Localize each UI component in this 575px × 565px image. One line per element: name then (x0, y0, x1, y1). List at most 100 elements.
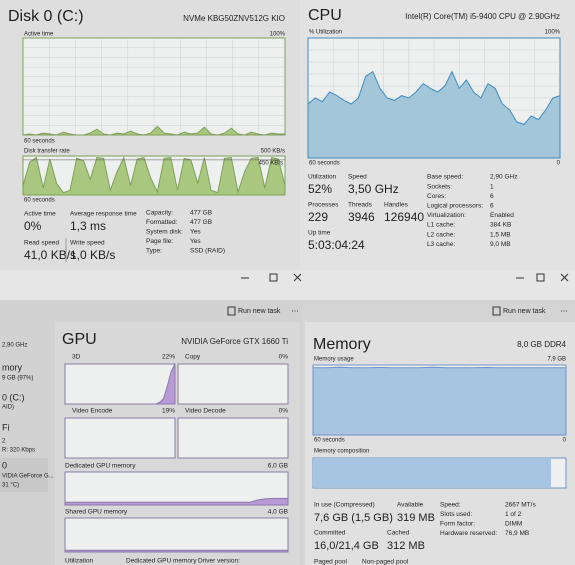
label: 450 KB/s (259, 161, 283, 167)
stat-value: 0% (24, 219, 42, 233)
engine-name[interactable]: 3D (72, 354, 81, 361)
sidebar-item[interactable]: 2,90 GHz (2, 343, 27, 349)
title-bar (0, 270, 575, 300)
engine-value: 19% (162, 408, 175, 415)
history-area (22, 156, 286, 196)
prop-label: Capacity: (146, 210, 173, 217)
run-icon (492, 306, 501, 316)
sidebar-item[interactable]: Fi (2, 422, 10, 432)
sidebar-item[interactable]: mory (2, 362, 22, 372)
stat-value: 229 (308, 210, 328, 224)
run-new-task[interactable]: Run new task (503, 308, 546, 315)
label: % Utilization (309, 30, 342, 36)
run-new-task[interactable]: Run new task (238, 308, 281, 315)
sidebar-item[interactable]: 0 (C:) (2, 392, 25, 402)
history-area (307, 70, 561, 159)
stat-label: Available (397, 502, 424, 509)
footer-label: Utilization (65, 558, 94, 565)
prop-label: Cores: (427, 193, 446, 200)
more[interactable]: ... (291, 303, 299, 313)
stat-label: Handles (384, 202, 409, 209)
label: 60 seconds (314, 438, 345, 444)
disk-model: NVMe KBG50ZNV512G KIO (183, 14, 285, 23)
stat-value: 1,3 ms (70, 219, 106, 233)
label: Active time (24, 32, 54, 38)
cpu-title: CPU (308, 7, 342, 24)
close[interactable] (293, 273, 302, 282)
engine-value: 0% (279, 354, 289, 361)
label: 0 (557, 161, 561, 167)
sidebar-item[interactable]: 31 °C) (2, 483, 19, 489)
label: 100% (545, 30, 561, 36)
prop-value: 76,9 MB (505, 530, 529, 537)
stat-label: Paged pool (314, 559, 347, 565)
graph-box (177, 417, 289, 459)
prop-value: 384 KB (490, 222, 511, 229)
prop-label: Formatted: (146, 219, 178, 226)
prop-value: 1,5 MB (490, 231, 511, 238)
prop-label: System disk: (146, 229, 183, 236)
prop-label: Logical processors: (427, 203, 483, 210)
stat-label: Utilization (308, 174, 337, 181)
graph-box (64, 417, 176, 459)
prop-value: 2667 MT/s (505, 502, 536, 509)
label: 500 KB/s (261, 149, 285, 155)
stat-label: Read speed (24, 240, 59, 247)
history-area (312, 366, 567, 436)
more[interactable]: ... (560, 303, 568, 313)
maximize[interactable] (269, 273, 278, 282)
prop-value: DIMM (505, 521, 522, 528)
maximize[interactable] (536, 273, 545, 282)
prop-label: Hardware reserved: (440, 530, 497, 537)
sidebar-item[interactable]: 0 (2, 460, 7, 470)
stat-label: Speed (348, 174, 367, 181)
sidebar-item[interactable]: AID) (2, 405, 14, 411)
engine-name[interactable]: Copy (185, 354, 201, 361)
stat-value: 41,0 KB/s (24, 248, 76, 262)
prop-value: 477 GB (190, 219, 212, 226)
label: 7,9 GB (547, 357, 566, 363)
stat-value: 3,50 GHz (348, 182, 399, 196)
sidebar-item[interactable]: VIDIA GeForce G... (2, 474, 54, 480)
prop-label: Type: (146, 248, 162, 255)
memory-title: Memory (313, 336, 371, 353)
label: 100% (270, 32, 286, 38)
stat-label: Non-paged pool (362, 559, 409, 565)
label: 0 (563, 438, 567, 444)
sidebar-item[interactable]: 9 GB (97%) (2, 376, 33, 382)
footer-label: Driver version: (198, 558, 240, 565)
prop-label: Page file: (146, 238, 173, 245)
close[interactable] (560, 273, 569, 282)
history-area (22, 125, 286, 136)
cpu-model: Intel(R) Core(TM) i5-9400 CPU @ 2.90GHz (405, 12, 560, 21)
label: 60 seconds (309, 161, 340, 167)
graph-box (177, 363, 289, 405)
sidebar-item[interactable]: 2 (2, 439, 6, 445)
stat-label: Threads (348, 202, 373, 209)
label: Memory composition (314, 449, 369, 455)
engine-name[interactable]: Video Encode (72, 408, 113, 415)
label: 60 seconds (24, 198, 55, 204)
prop-value: Yes (190, 238, 201, 245)
selected-item[interactable] (0, 458, 48, 492)
prop-label: Form factor: (440, 521, 475, 528)
stat-value: 5:03:04:24 (308, 238, 365, 252)
label: Dedicated GPU memory (65, 463, 136, 470)
prop-label: L3 cache: (427, 241, 455, 248)
prop-value: 9,0 MB (490, 241, 511, 248)
engine-name[interactable]: Video Decode (185, 408, 226, 415)
stat-label: Cached (387, 530, 410, 537)
prop-value: Yes (190, 229, 201, 236)
label: Disk transfer rate (24, 149, 70, 155)
sidebar-item[interactable]: R: 320 Kbps (2, 448, 35, 454)
stat-label: Active time (24, 211, 56, 218)
stat-value: 1,0 KB/s (70, 248, 115, 262)
label: 6,0 GB (268, 463, 288, 470)
memory-model: 8,0 GB DDR4 (517, 340, 566, 349)
prop-value: 2,90 GHz (490, 174, 517, 181)
label: Shared GPU memory (65, 509, 128, 516)
prop-value: SSD (RAID) (190, 248, 225, 255)
prop-label: Sockets: (427, 183, 452, 190)
history-area (64, 549, 289, 553)
